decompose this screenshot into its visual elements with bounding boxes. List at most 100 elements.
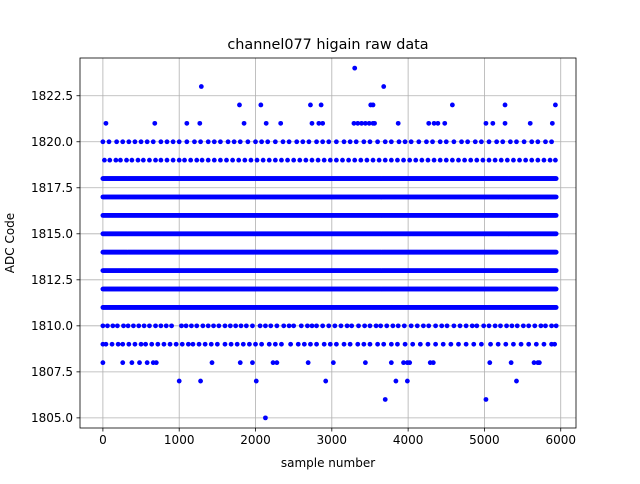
data-point — [349, 323, 355, 329]
y-tick-label: 1805.0 — [31, 411, 73, 425]
data-point — [131, 323, 136, 329]
data-point — [265, 139, 271, 145]
data-point — [514, 323, 520, 329]
data-point — [390, 323, 396, 329]
data-point — [295, 341, 301, 347]
chart-title: channel077 higain raw data — [227, 37, 428, 53]
data-point — [488, 341, 493, 347]
data-point — [521, 139, 527, 145]
data-point — [407, 360, 413, 366]
data-point — [230, 157, 236, 163]
data-point — [247, 341, 252, 347]
data-point — [281, 323, 287, 329]
data-point — [254, 157, 260, 163]
data-point — [132, 139, 138, 145]
data-point — [308, 341, 313, 347]
data-point — [114, 323, 120, 329]
data-point — [346, 157, 351, 163]
data-point — [224, 157, 229, 163]
data-point — [321, 157, 327, 163]
x-tick-label: 1000 — [164, 433, 195, 447]
data-point — [100, 360, 106, 366]
data-point — [286, 139, 292, 145]
data-point — [298, 323, 304, 329]
data-point — [541, 341, 547, 347]
data-point — [481, 323, 487, 329]
data-point — [209, 360, 215, 366]
data-point — [395, 120, 401, 126]
data-point — [355, 120, 361, 126]
data-point — [358, 157, 364, 163]
data-point — [492, 323, 498, 329]
data-point — [144, 139, 150, 145]
data-point — [170, 157, 176, 163]
data-point — [258, 102, 264, 108]
data-point — [500, 139, 506, 145]
data-point — [199, 157, 205, 163]
data-point — [462, 157, 467, 163]
data-point — [514, 378, 519, 384]
data-point — [309, 323, 315, 329]
data-point — [301, 341, 307, 347]
data-point — [115, 341, 121, 347]
data-point — [514, 139, 519, 145]
data-point — [274, 323, 280, 329]
data-point — [549, 120, 555, 126]
data-point — [402, 139, 408, 145]
data-point — [526, 341, 532, 347]
data-point — [291, 323, 297, 329]
data-point — [136, 323, 142, 329]
data-point — [280, 139, 286, 145]
data-point — [237, 102, 242, 108]
data-point — [347, 341, 353, 347]
data-point — [375, 139, 380, 145]
data-point — [502, 102, 508, 108]
data-point — [198, 84, 204, 89]
data-point — [153, 323, 158, 329]
data-point — [402, 341, 408, 347]
data-point — [236, 157, 242, 163]
data-point — [549, 139, 554, 145]
data-point — [401, 360, 406, 366]
data-point — [291, 157, 297, 163]
data-point — [103, 120, 109, 126]
data-point — [468, 157, 474, 163]
data-point — [263, 323, 268, 329]
data-point — [507, 139, 513, 145]
data-point — [189, 323, 194, 329]
data-point — [417, 341, 423, 347]
data-point — [202, 341, 208, 347]
data-point — [118, 157, 123, 163]
data-point — [362, 360, 368, 366]
data-point — [332, 323, 338, 329]
data-point — [286, 323, 292, 329]
data-point — [321, 341, 327, 347]
data-point — [211, 139, 217, 145]
data-point — [326, 139, 332, 145]
data-point — [314, 323, 319, 329]
data-point — [167, 341, 173, 347]
data-point — [315, 157, 321, 163]
data-point — [120, 341, 126, 347]
data-point — [320, 139, 326, 145]
data-point — [553, 212, 559, 218]
data-point — [135, 157, 141, 163]
data-point — [359, 120, 364, 126]
data-point — [303, 157, 309, 163]
y-ticks: 1805.0 1807.5 1810.0 1812.5 1815.0 1817.5 1820… — [31, 89, 80, 425]
data-point — [440, 341, 446, 347]
data-point — [351, 120, 357, 126]
data-point — [173, 341, 179, 347]
data-point — [248, 157, 254, 163]
data-point — [237, 360, 243, 366]
data-point — [330, 360, 336, 366]
data-point — [456, 157, 461, 163]
data-point — [114, 139, 120, 145]
data-point — [410, 341, 416, 347]
data-point — [288, 341, 294, 347]
data-point — [103, 341, 109, 347]
data-point — [553, 323, 559, 329]
data-point — [367, 139, 373, 145]
data-point — [218, 157, 223, 163]
data-point — [353, 139, 359, 145]
